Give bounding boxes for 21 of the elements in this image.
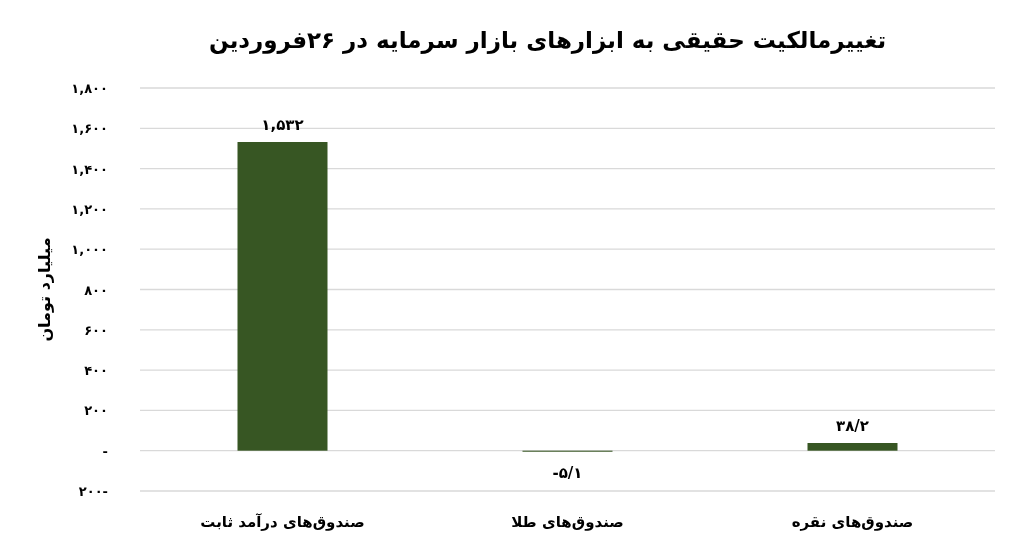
y-tick-label: ۱,۲۰۰: [71, 201, 108, 217]
y-tick-label: ۱,۶۰۰: [71, 121, 108, 137]
x-tick-label: صندوق‌های نقره: [791, 513, 914, 531]
y-tick-label: -: [102, 443, 108, 459]
y-tick-label: ۲۰۰-: [78, 484, 108, 499]
data-label: -۵/۱: [552, 463, 583, 482]
data-label: ۳۸/۲: [836, 417, 869, 435]
y-tick-label: ۸۰۰: [84, 282, 108, 298]
data-label: ۱,۵۳۲: [261, 116, 304, 134]
y-tick-label: ۲۰۰: [84, 403, 108, 419]
bar: [237, 142, 328, 451]
x-tick-label: صندوق‌های درآمد ثابت: [200, 513, 365, 531]
bar: [807, 443, 898, 451]
y-tick-label: ۶۰۰: [84, 322, 108, 338]
y-tick-label: ۱,۰۰۰: [71, 242, 108, 258]
y-tick-label: ۴۰۰: [84, 363, 108, 379]
y-tick-label: ۱,۸۰۰: [71, 81, 108, 96]
y-axis-title: میلیارد تومان: [35, 237, 54, 342]
chart-title: تغییرمالکیت حقیقی به ابزارهای بازار سرمایه در ۲۶فروردین: [208, 27, 887, 54]
x-tick-label: صندوق‌های طلا: [511, 513, 624, 531]
y-tick-label: ۱,۴۰۰: [71, 161, 108, 177]
